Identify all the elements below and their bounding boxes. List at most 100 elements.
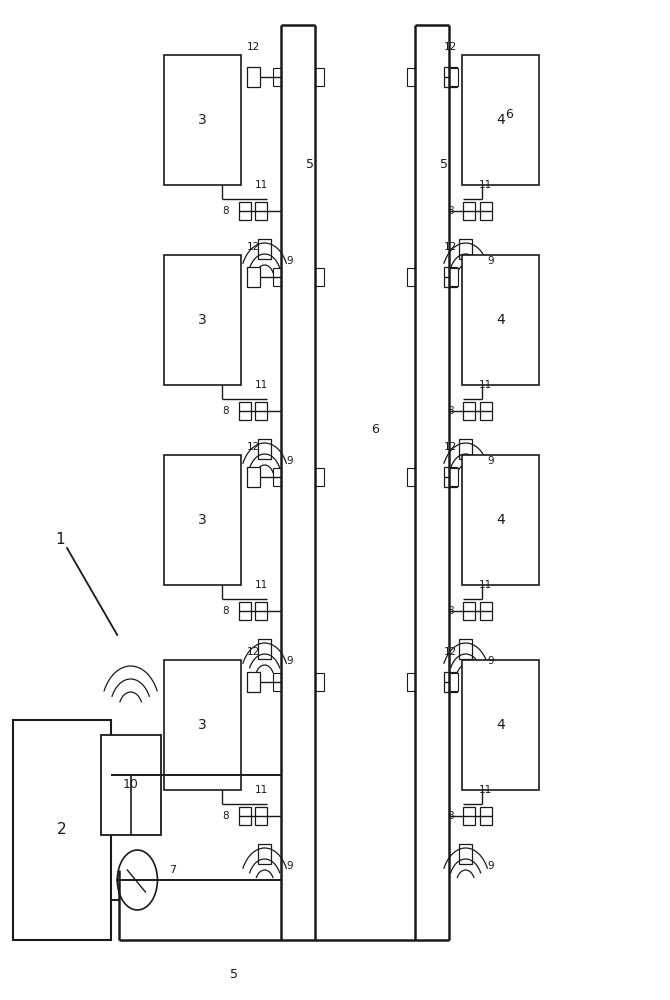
Bar xyxy=(462,660,539,790)
Bar xyxy=(459,439,472,459)
Text: 12: 12 xyxy=(444,442,457,452)
Bar xyxy=(258,439,271,459)
Bar xyxy=(255,602,267,620)
Bar xyxy=(273,673,281,691)
Text: 8: 8 xyxy=(222,606,229,616)
Circle shape xyxy=(117,850,157,910)
Text: 5: 5 xyxy=(306,158,314,172)
Bar xyxy=(247,267,260,287)
Bar xyxy=(100,735,161,835)
Text: 8: 8 xyxy=(222,206,229,216)
Text: 9: 9 xyxy=(287,256,293,266)
Bar xyxy=(459,844,472,864)
Text: 9: 9 xyxy=(488,256,494,266)
Bar xyxy=(247,67,260,87)
Bar xyxy=(315,673,324,691)
Text: 12: 12 xyxy=(444,42,457,52)
Bar xyxy=(444,67,457,87)
Text: 1: 1 xyxy=(56,532,65,548)
Text: 12: 12 xyxy=(247,647,260,657)
Text: 11: 11 xyxy=(255,180,268,190)
Text: 9: 9 xyxy=(287,861,293,871)
Text: 11: 11 xyxy=(479,785,492,795)
Text: 11: 11 xyxy=(479,180,492,190)
Bar xyxy=(407,68,415,86)
Text: 12: 12 xyxy=(247,242,260,252)
Bar xyxy=(459,639,472,659)
Text: 6: 6 xyxy=(371,423,379,436)
Text: 11: 11 xyxy=(255,380,268,390)
Bar xyxy=(449,468,458,486)
Text: 9: 9 xyxy=(488,861,494,871)
Text: 5: 5 xyxy=(440,158,448,172)
Bar xyxy=(449,68,458,86)
Bar xyxy=(463,202,475,220)
Bar xyxy=(407,268,415,286)
Bar xyxy=(480,602,492,620)
Bar xyxy=(407,673,415,691)
Bar xyxy=(247,467,260,487)
Bar xyxy=(255,807,267,825)
Bar xyxy=(239,602,251,620)
Text: 4: 4 xyxy=(496,313,505,327)
Text: 12: 12 xyxy=(247,442,260,452)
Bar xyxy=(315,68,324,86)
Text: 5: 5 xyxy=(230,968,239,981)
Bar xyxy=(258,639,271,659)
Bar xyxy=(239,807,251,825)
Text: 8: 8 xyxy=(447,606,454,616)
Bar xyxy=(462,55,539,185)
Bar xyxy=(407,468,415,486)
Text: 10: 10 xyxy=(123,778,139,792)
Bar xyxy=(164,660,241,790)
Text: 3: 3 xyxy=(198,113,207,127)
Bar xyxy=(258,239,271,259)
Text: 9: 9 xyxy=(488,656,494,666)
Bar xyxy=(444,467,457,487)
Text: 9: 9 xyxy=(287,656,293,666)
Bar xyxy=(449,673,458,691)
Bar xyxy=(13,720,111,940)
Text: 6: 6 xyxy=(505,108,513,121)
Text: 3: 3 xyxy=(198,718,207,732)
Text: 11: 11 xyxy=(479,580,492,590)
Bar xyxy=(239,202,251,220)
Bar xyxy=(164,55,241,185)
Text: 7: 7 xyxy=(169,865,176,875)
Bar xyxy=(247,672,260,692)
Bar xyxy=(255,402,267,420)
Text: 3: 3 xyxy=(198,313,207,327)
Text: 8: 8 xyxy=(447,206,454,216)
Bar xyxy=(463,602,475,620)
Bar xyxy=(315,268,324,286)
Text: 8: 8 xyxy=(447,811,454,821)
Bar xyxy=(273,68,281,86)
Text: 12: 12 xyxy=(247,42,260,52)
Bar xyxy=(239,402,251,420)
Text: 9: 9 xyxy=(287,456,293,466)
Bar xyxy=(444,267,457,287)
Text: 8: 8 xyxy=(222,811,229,821)
Bar xyxy=(273,268,281,286)
Bar xyxy=(444,672,457,692)
Text: 8: 8 xyxy=(447,406,454,416)
Text: 11: 11 xyxy=(479,380,492,390)
Bar xyxy=(164,455,241,585)
Text: 3: 3 xyxy=(198,513,207,527)
Bar xyxy=(462,455,539,585)
Text: 4: 4 xyxy=(496,718,505,732)
Bar xyxy=(463,402,475,420)
Bar xyxy=(480,807,492,825)
Text: 4: 4 xyxy=(496,113,505,127)
Bar xyxy=(273,468,281,486)
Bar xyxy=(255,202,267,220)
Bar xyxy=(463,807,475,825)
Bar xyxy=(459,239,472,259)
Text: 12: 12 xyxy=(444,647,457,657)
Bar xyxy=(315,468,324,486)
Text: 2: 2 xyxy=(57,822,67,837)
Bar xyxy=(480,402,492,420)
Text: 9: 9 xyxy=(488,456,494,466)
Text: 11: 11 xyxy=(255,580,268,590)
Bar xyxy=(164,255,241,385)
